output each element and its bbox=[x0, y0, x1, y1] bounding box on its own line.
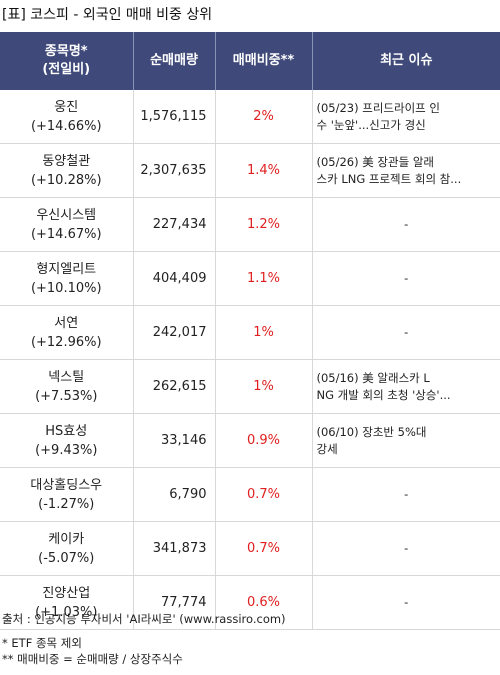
header-ratio: 매매비중** bbox=[214, 32, 312, 90]
recent-issue-line1: - bbox=[404, 271, 409, 285]
footnote-ratio: ** 매매비중 = 순매매량 / 상장주식수 bbox=[2, 652, 183, 666]
recent-issue-line2: 강세 bbox=[316, 441, 338, 456]
stock-name: 동양철관 bbox=[42, 153, 91, 169]
header-volume: 순매매량 bbox=[132, 32, 215, 90]
source-note: 출처 : 인공지능 투자비서 'AI라씨로' (www.rassiro.com) bbox=[2, 612, 286, 626]
net-volume: 262,615 bbox=[132, 359, 215, 414]
trade-ratio: 0.6% bbox=[214, 575, 312, 630]
trade-ratio: 1.2% bbox=[214, 197, 312, 252]
table-row: 형지엘리트 (+10.10%) 404,409 1.1% - bbox=[0, 251, 500, 306]
stock-change: (+1.03%) bbox=[35, 604, 98, 620]
stock-name: 케이카 bbox=[48, 531, 85, 547]
stock-name: 진양산업 bbox=[42, 585, 91, 601]
stock-name-cell: 진양산업 (+1.03%) bbox=[0, 575, 133, 630]
net-volume: 6,790 bbox=[132, 467, 215, 522]
table-row: 진양산업 (+1.03%) 77,774 0.6% - bbox=[0, 575, 500, 630]
stock-change: (+7.53%) bbox=[35, 388, 98, 404]
trade-ratio: 1.4% bbox=[214, 143, 312, 198]
stock-change: (+14.67%) bbox=[30, 226, 102, 242]
trade-ratio: 1.1% bbox=[214, 251, 312, 306]
stock-change: (+9.43%) bbox=[35, 442, 98, 458]
recent-issue-cell: - bbox=[311, 251, 500, 306]
stock-name: 우신시스템 bbox=[36, 207, 97, 223]
net-volume: 227,434 bbox=[132, 197, 215, 252]
table-row: 서연 (+12.96%) 242,017 1% - bbox=[0, 305, 500, 360]
table-row: HS효성 (+9.43%) 33,146 0.9% (06/10) 장초반 5%대 강세 bbox=[0, 413, 500, 468]
stock-change: (-5.07%) bbox=[38, 550, 95, 566]
recent-issue-line2: 스카 LNG 프로젝트 회의 참... bbox=[316, 171, 462, 186]
trade-ratio: 2% bbox=[214, 90, 312, 144]
stock-name-cell: 넥스틸 (+7.53%) bbox=[0, 359, 133, 414]
recent-issue-line1: - bbox=[404, 487, 409, 501]
header-name: 종목명* (전일비) bbox=[0, 32, 133, 90]
trade-ratio: 1% bbox=[214, 359, 312, 414]
recent-issue-cell: - bbox=[311, 197, 500, 252]
stock-name: 형지엘리트 bbox=[36, 261, 97, 277]
table-header-row: 종목명* (전일비) 순매매량 매매비중** 최근 이슈 bbox=[0, 32, 500, 90]
recent-issue-line1: - bbox=[404, 217, 409, 231]
trade-ratio: 1% bbox=[214, 305, 312, 360]
header-change-label: (전일비) bbox=[42, 62, 91, 77]
recent-issue-line1: - bbox=[404, 541, 409, 555]
recent-issue-cell: - bbox=[311, 467, 500, 522]
recent-issue-line1: (05/16) 美 알래스카 L bbox=[316, 370, 430, 385]
table-row: 대상홀딩스우 (-1.27%) 6,790 0.7% - bbox=[0, 467, 500, 522]
recent-issue-line1: - bbox=[404, 595, 409, 609]
recent-issue-line2: 수 '눈앞'...신고가 경신 bbox=[316, 117, 426, 132]
net-volume: 77,774 bbox=[132, 575, 215, 630]
stock-change: (-1.27%) bbox=[38, 496, 95, 512]
recent-issue-line1: (05/26) 美 장관들 알래 bbox=[316, 154, 434, 169]
trade-ratio: 0.9% bbox=[214, 413, 312, 468]
stock-name: 웅진 bbox=[54, 99, 79, 115]
stock-name: 대상홀딩스우 bbox=[30, 477, 103, 493]
recent-issue-line1: - bbox=[404, 325, 409, 339]
net-volume: 242,017 bbox=[132, 305, 215, 360]
stock-name-cell: 형지엘리트 (+10.10%) bbox=[0, 251, 133, 306]
stock-name-cell: 동양철관 (+10.28%) bbox=[0, 143, 133, 198]
foreign-trading-table: 종목명* (전일비) 순매매량 매매비중** 최근 이슈 웅진 (+14.66%) 1… bbox=[0, 32, 500, 630]
table-row: 넥스틸 (+7.53%) 262,615 1% (05/16) 美 알래스카 L NG 개… bbox=[0, 359, 500, 414]
stock-name-cell: HS효성 (+9.43%) bbox=[0, 413, 133, 468]
trade-ratio: 0.7% bbox=[214, 521, 312, 576]
table-row: 케이카 (-5.07%) 341,873 0.7% - bbox=[0, 521, 500, 576]
table-row: 우신시스템 (+14.67%) 227,434 1.2% - bbox=[0, 197, 500, 252]
stock-name: 넥스틸 bbox=[48, 369, 85, 385]
recent-issue-line1: (06/10) 장초반 5%대 bbox=[316, 424, 427, 439]
stock-name-cell: 서연 (+12.96%) bbox=[0, 305, 133, 360]
net-volume: 2,307,635 bbox=[132, 143, 215, 198]
net-volume: 341,873 bbox=[132, 521, 215, 576]
recent-issue-cell: - bbox=[311, 305, 500, 360]
stock-name-cell: 우신시스템 (+14.67%) bbox=[0, 197, 133, 252]
stock-name: HS효성 bbox=[45, 423, 88, 439]
stock-change: (+10.10%) bbox=[30, 280, 102, 296]
stock-name: 서연 bbox=[54, 315, 79, 331]
recent-issue-cell: - bbox=[311, 575, 500, 630]
trade-ratio: 0.7% bbox=[214, 467, 312, 522]
recent-issue-cell: - bbox=[311, 521, 500, 576]
net-volume: 33,146 bbox=[132, 413, 215, 468]
stock-change: (+10.28%) bbox=[30, 172, 102, 188]
net-volume: 1,576,115 bbox=[132, 90, 215, 144]
stock-name-cell: 웅진 (+14.66%) bbox=[0, 90, 133, 144]
stock-name-cell: 케이카 (-5.07%) bbox=[0, 521, 133, 576]
table-row: 동양철관 (+10.28%) 2,307,635 1.4% (05/26) 美 장관들 … bbox=[0, 143, 500, 198]
stock-change: (+14.66%) bbox=[30, 118, 102, 134]
page-title: [표] 코스피 - 외국인 매매 비중 상위 bbox=[2, 7, 213, 23]
recent-issue-line1: (05/23) 프리드라이프 인 bbox=[316, 100, 441, 115]
stock-name-cell: 대상홀딩스우 (-1.27%) bbox=[0, 467, 133, 522]
recent-issue-line2: NG 개발 회의 초청 '상승'... bbox=[316, 387, 451, 402]
footnote-etf: * ETF 종목 제외 bbox=[2, 636, 82, 650]
header-name-label: 종목명* bbox=[44, 44, 88, 59]
header-issue: 최근 이슈 bbox=[311, 32, 500, 90]
net-volume: 404,409 bbox=[132, 251, 215, 306]
recent-issue-cell: (05/16) 美 알래스카 L NG 개발 회의 초청 '상승'... bbox=[311, 359, 500, 414]
stock-change: (+12.96%) bbox=[30, 334, 102, 350]
